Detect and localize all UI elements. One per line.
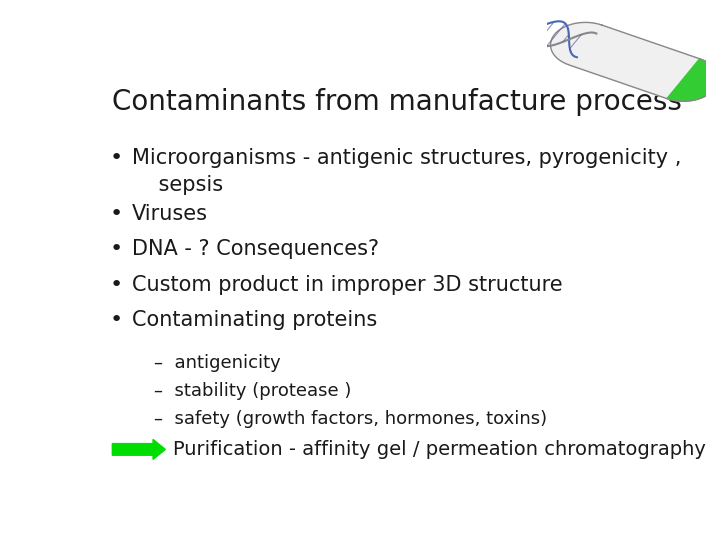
Polygon shape <box>569 25 700 99</box>
Text: Microorganisms - antigenic structures, pyrogenicity ,: Microorganisms - antigenic structures, p… <box>132 148 681 168</box>
Text: Purification - affinity gel / permeation chromatography: Purification - affinity gel / permeation… <box>173 440 706 459</box>
Text: Contaminating proteins: Contaminating proteins <box>132 310 377 330</box>
FancyArrow shape <box>112 440 166 460</box>
Text: Custom product in improper 3D structure: Custom product in improper 3D structure <box>132 275 562 295</box>
Text: sepsis: sepsis <box>132 175 223 195</box>
Polygon shape <box>551 23 602 65</box>
Text: •: • <box>109 239 123 259</box>
Text: •: • <box>109 204 123 224</box>
Text: •: • <box>109 310 123 330</box>
Text: •: • <box>109 148 123 168</box>
Text: –  stability (protease ): – stability (protease ) <box>154 382 351 400</box>
Text: Contaminants from manufacture process: Contaminants from manufacture process <box>112 87 682 116</box>
Polygon shape <box>667 59 718 101</box>
Text: DNA - ? Consequences?: DNA - ? Consequences? <box>132 239 379 259</box>
Text: Viruses: Viruses <box>132 204 208 224</box>
Text: –  safety (growth factors, hormones, toxins): – safety (growth factors, hormones, toxi… <box>154 410 547 428</box>
Text: •: • <box>109 275 123 295</box>
Text: –  antigenicity: – antigenicity <box>154 354 281 372</box>
